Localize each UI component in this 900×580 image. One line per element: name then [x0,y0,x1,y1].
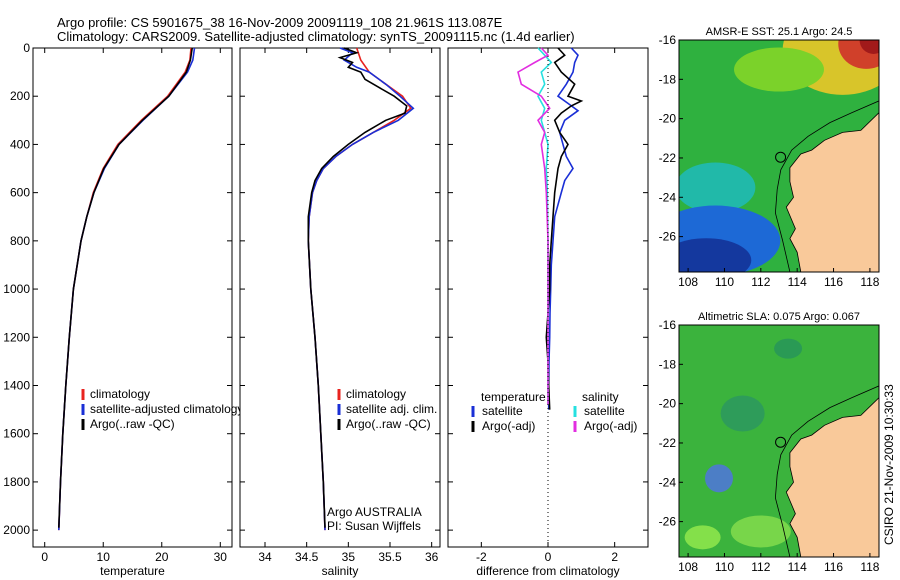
map-xtick-label: 110 [715,275,734,289]
map-frame-sst [678,39,880,273]
ytick-label: 800 [10,234,30,248]
xtick-label: -2 [476,550,487,564]
map-field-sla [679,325,879,557]
xtick-label: 20 [155,550,169,564]
map-ytick-label: -22 [659,151,677,165]
map-title: Altimetric SLA: 0.075 Argo: 0.067 [698,311,860,323]
legend-label: climatology [90,387,150,401]
series-line-temp-satellite [547,47,580,410]
annotation-text: PI: Susan Wijffels [327,519,421,533]
figure-title-line1: Argo profile: CS 5901675_38 16-Nov-2009 … [57,15,503,30]
land-mass [785,112,879,272]
ytick-label: 600 [10,186,30,200]
map-xtick-label: 112 [751,560,770,574]
legend-label: climatology [346,387,406,401]
map-title: AMSR-E SST: 25.1 Argo: 24.5 [706,26,853,38]
map-ytick-label: -18 [659,357,677,371]
map-ytick-label: -24 [659,190,677,204]
map-xtick-label: 118 [860,560,879,574]
plot-frame-temperature-profile [32,47,233,548]
sla-patch [720,395,765,432]
xtick-label: 34.5 [295,550,319,564]
sla-high-patch [730,515,791,548]
sst-coldest-patch [679,238,752,272]
legend-label: satellite-adjusted climatology [90,402,243,416]
legend-title: salinity [582,390,619,404]
map-ytick-label: -20 [659,112,677,126]
map-xtick-label: 114 [788,560,807,574]
legend-label: satellite adj. clim. [346,402,437,416]
map-ytick-label: -18 [659,72,677,86]
sla-high-patch [684,525,721,550]
ytick-label: 2000 [3,523,30,537]
ytick-label: 1600 [3,427,30,441]
map-ytick-label: -26 [659,515,677,529]
footer-timestamp: CSIRO 21-Nov-2009 10:30:33 [882,384,896,545]
map-xtick-label: 110 [715,560,734,574]
xtick-label: 2 [611,550,618,564]
argo-position-marker [775,436,787,448]
sst-cyan-patch [679,162,756,213]
map-xtick-label: 116 [824,275,843,289]
ytick-label: 400 [10,137,30,151]
plot-frame-salinity-profile [239,47,441,548]
ytick-label: 1800 [3,475,30,489]
sst-yellowgreen-patch [734,47,824,92]
xtick-label: 30 [214,550,228,564]
xtick-label: 34 [258,550,272,564]
map-xtick-label: 112 [751,275,770,289]
legend-label: Argo(-adj) [584,419,637,433]
series-line-argo [58,47,193,528]
figure-title-line2: Climatology: CARS2009. Satellite-adjuste… [57,29,575,44]
bathymetry-contour [774,385,879,557]
series-line-sal-argo [517,47,551,405]
xaxis-label: difference from climatology [476,564,619,578]
annotation-text: Argo AUSTRALIA [327,505,422,519]
xtick-label: 35.5 [378,550,402,564]
map-xtick-label: 108 [678,275,698,289]
map-xtick-label: 114 [788,275,807,289]
ytick-label: 200 [10,89,30,103]
sla-patch [774,338,803,359]
map-ytick-label: -16 [659,318,677,332]
xaxis-label: temperature [100,564,165,578]
xtick-label: 0 [41,550,48,564]
map-ytick-label: -24 [659,475,677,489]
map-xtick-label: 116 [824,560,843,574]
map-frame-sla [678,324,880,558]
ytick-label: 1000 [3,282,30,296]
sla-low-patch [705,464,733,493]
land-mass [785,397,879,557]
xtick-label: 10 [97,550,111,564]
ytick-label: 1200 [3,330,30,344]
legend-title: temperature [481,390,546,404]
xaxis-label: salinity [322,564,359,578]
bathymetry-contour [774,100,879,272]
legend-label: satellite [482,404,523,418]
ytick-label: 1400 [3,378,30,392]
argo-position-marker [775,151,787,163]
map-field-sst [679,40,879,272]
xtick-label: 35 [342,550,356,564]
xtick-label: 36 [425,550,439,564]
map-xtick-label: 118 [860,275,879,289]
legend-label: Argo(..raw -QC) [90,417,175,431]
map-ytick-label: -16 [659,33,677,47]
legend-label: Argo(..raw -QC) [346,417,431,431]
ytick-label: 0 [23,41,30,55]
legend-label: satellite [584,404,625,418]
map-ytick-label: -26 [659,230,677,244]
xtick-label: 0 [545,550,552,564]
legend-label: Argo(-adj) [482,419,535,433]
series-line-argo [307,47,408,528]
sst-hottest-patch [859,40,879,54]
map-ytick-label: -20 [659,397,677,411]
map-ytick-label: -22 [659,436,677,450]
map-xtick-label: 108 [678,560,698,574]
